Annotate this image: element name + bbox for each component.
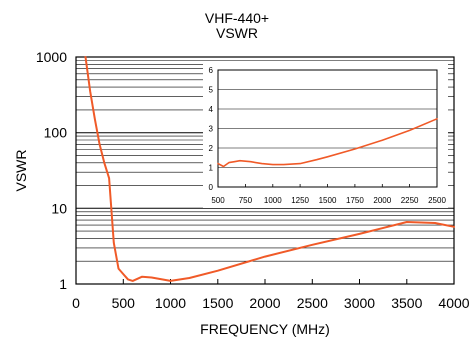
inset-frame: [217, 69, 438, 188]
inset-vswr-series-line: [217, 118, 438, 168]
y-tick-label: 100: [44, 125, 68, 141]
inset-x-tick-label: 1750: [346, 196, 364, 205]
y-axis-label: VSWR: [13, 150, 29, 192]
y-tick-label: 10: [51, 200, 67, 216]
inset-y-tick-label: 2: [209, 144, 214, 153]
x-tick-label: 1500: [202, 295, 233, 311]
y-tick-label: 1: [59, 276, 67, 292]
x-tick-label: 0: [72, 295, 80, 311]
inset-x-tick-label: 2500: [428, 196, 446, 205]
x-tick-label: 500: [112, 295, 136, 311]
inset-x-tick-label: 2000: [373, 196, 391, 205]
inset-x-tick-label: 500: [211, 196, 225, 205]
inset-y-tick-label: 0: [209, 183, 214, 192]
inset-y-tick-label: 5: [209, 86, 214, 95]
inset-y-tick-label: 1: [209, 164, 214, 173]
x-tick-label: 1000: [155, 295, 186, 311]
inset-y-tick-label: 4: [209, 105, 214, 114]
plot-frame: [75, 56, 455, 285]
inset-y-tick-label: 3: [209, 125, 214, 134]
x-tick-label: 3500: [391, 295, 422, 311]
x-tick-label: 2500: [297, 295, 328, 311]
x-tick-label: 3000: [344, 295, 375, 311]
inset-x-tick-label: 1250: [291, 196, 309, 205]
inset-x-tick-label: 1500: [319, 196, 337, 205]
chart-title-line-1: VHF-440+: [204, 10, 270, 26]
y-tick-label: 1000: [36, 49, 67, 65]
inset-x-tick-label: 750: [239, 196, 253, 205]
vswr-series-line: [84, 56, 455, 282]
x-tick-label: 2000: [249, 295, 280, 311]
chart-title-line-2: VSWR: [216, 25, 258, 41]
inset-background: [203, 63, 448, 208]
x-axis-label: FREQUENCY (MHz): [200, 321, 330, 337]
inset-x-tick-label: 1000: [264, 196, 282, 205]
inset-y-tick-label: 6: [209, 66, 214, 75]
inset-plot-area: 0 1 2 3 4 5 6 500 750 1000 1250 1500 1750 2000 2250 250…: [203, 63, 448, 208]
inset-x-tick-label: 2250: [401, 196, 419, 205]
x-tick-label: 4000: [438, 295, 469, 311]
